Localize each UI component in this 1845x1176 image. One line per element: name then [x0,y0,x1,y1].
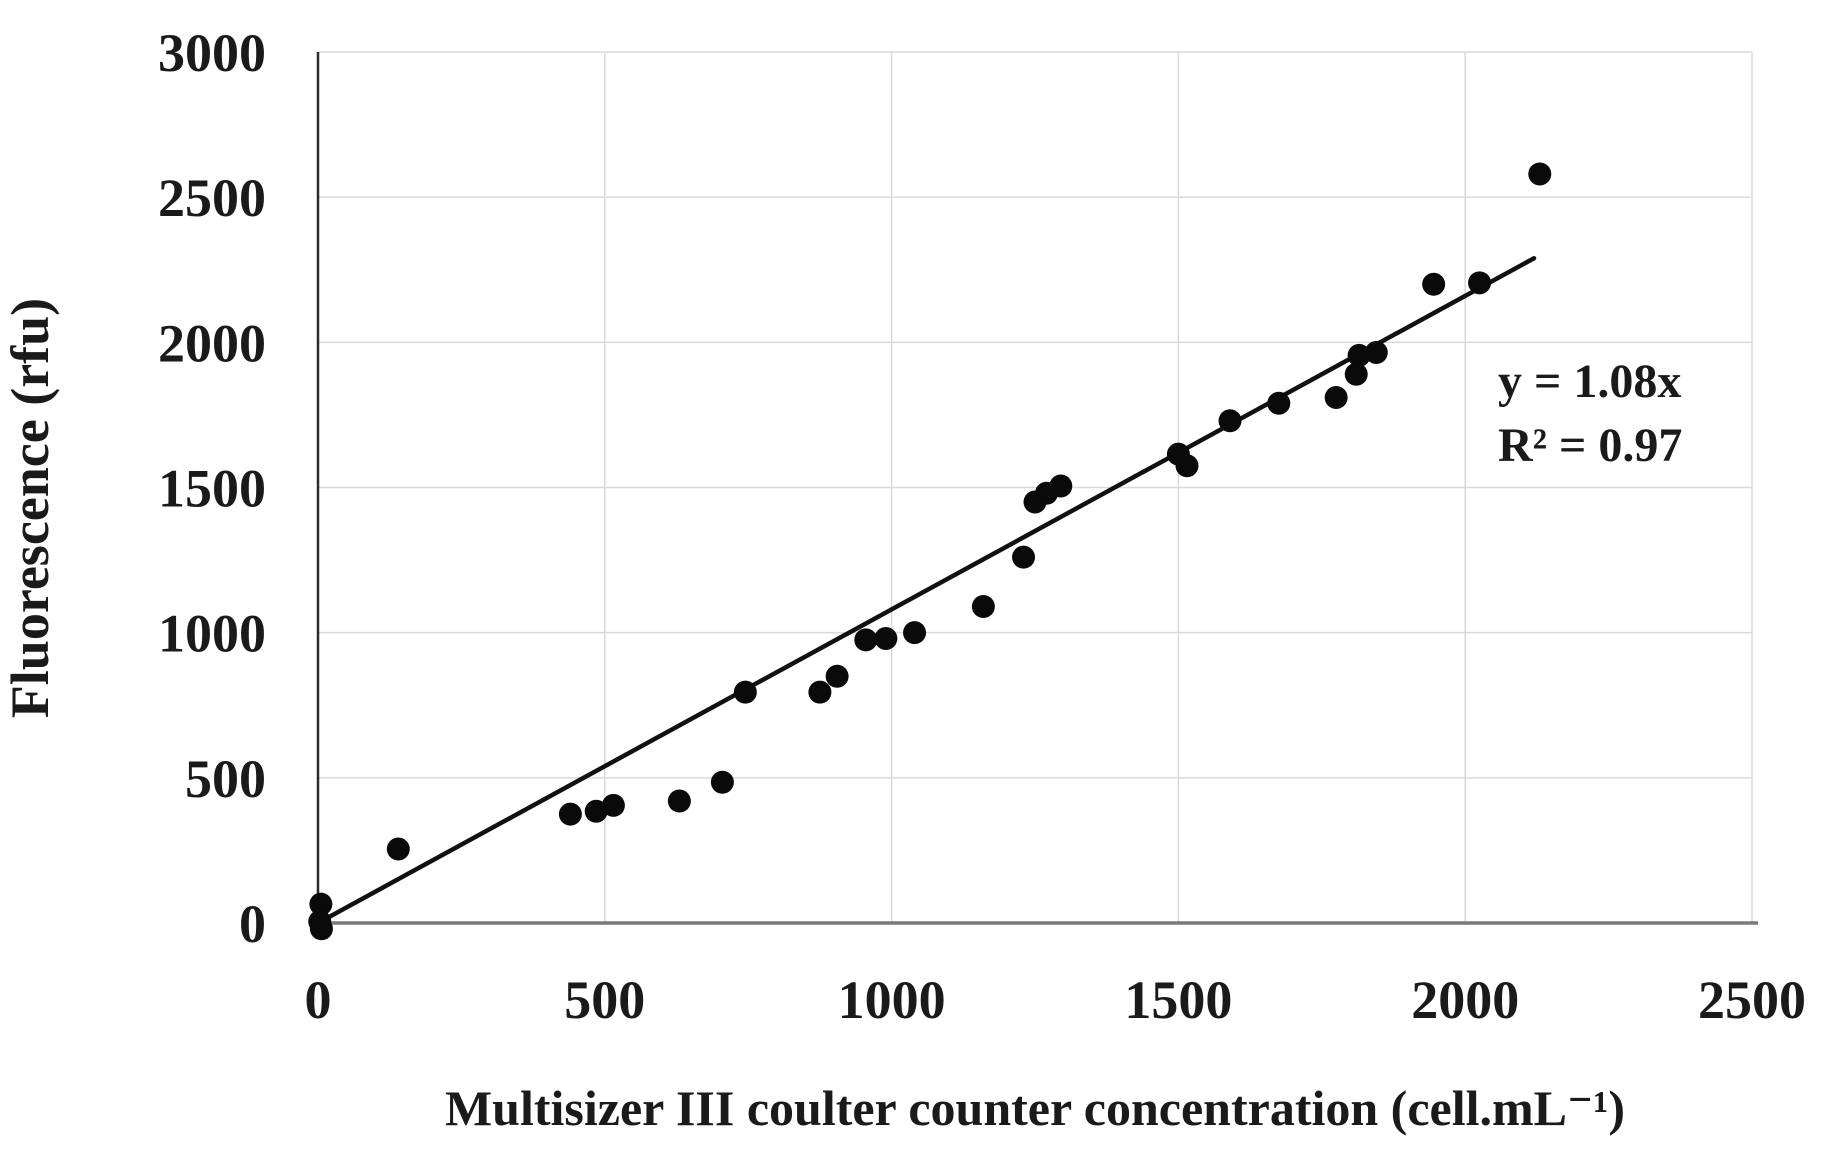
y-tick-label: 2000 [158,313,266,373]
x-tick-label: 1000 [838,970,946,1030]
y-tick-label: 500 [185,749,266,809]
data-point [1347,343,1371,367]
trendline-equation: y = 1.08x [1498,355,1682,408]
data-point [874,626,898,650]
data-point [309,917,333,941]
data-point [1468,271,1492,295]
data-point [903,621,927,645]
gridlines [318,51,1753,923]
data-point [1267,391,1291,415]
data-point [309,892,333,916]
data-point [667,789,691,813]
data-point [1218,409,1242,433]
data-point [825,664,849,688]
data-point [558,802,582,826]
data-point [854,628,878,652]
trend-line [324,256,1537,921]
y-tick-labels: 0 500 1000 1500 2000 2500 3000 [158,23,266,954]
data-point [1324,385,1348,409]
data-point [1528,162,1552,186]
data-point [1422,272,1446,296]
x-tick-label: 0 [305,970,332,1030]
y-tick-label: 1500 [158,459,266,519]
y-tick-label: 2500 [158,168,266,228]
x-tick-label: 500 [564,970,645,1030]
data-point [1175,454,1199,478]
data-point [710,770,734,794]
y-tick-label: 3000 [158,23,266,83]
data-point [601,793,625,817]
x-tick-label: 2000 [1411,970,1519,1030]
x-axis-title: Multisizer III coulter counter concentra… [444,1080,1626,1136]
y-tick-label: 1000 [158,604,266,664]
x-tick-label: 2500 [1698,970,1806,1030]
data-points [308,162,1552,941]
y-tick-label: 0 [239,894,266,954]
x-tick-label: 1500 [1124,970,1232,1030]
data-point [1049,474,1073,498]
y-axis-title-text: Fluorescence (rfu) [0,297,60,719]
data-point [733,680,757,704]
data-point [1344,362,1368,386]
x-tick-labels: 0 500 1000 1500 2000 2500 [305,970,1807,1030]
data-point [386,837,410,861]
trendline-annotation: y = 1.08x R² = 0.97 [1498,350,1682,478]
data-point [971,595,995,619]
data-point [808,680,832,704]
data-point [1012,545,1036,569]
trendline-r-squared: R² = 0.97 [1498,419,1683,472]
data-point [1364,340,1388,364]
